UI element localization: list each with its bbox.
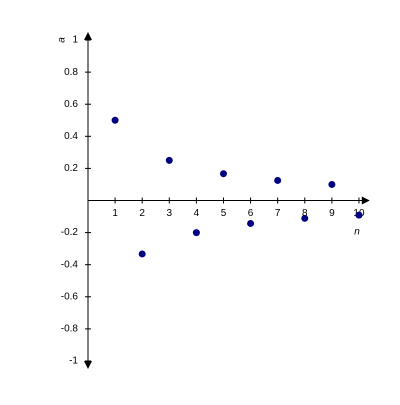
data-point (355, 211, 363, 219)
x-tick-label: 3 (167, 208, 173, 219)
y-tick-label: 0.6 (64, 99, 78, 110)
data-point (219, 170, 227, 178)
x-tick-label: 2 (139, 208, 145, 219)
y-tick-label: -0.2 (61, 227, 79, 238)
data-point (192, 229, 200, 237)
y-tick-label: 0.8 (64, 67, 78, 78)
x-tick-label: 7 (275, 208, 281, 219)
y-tick-label: -0.8 (61, 324, 79, 335)
data-point (165, 156, 173, 164)
data-point (328, 180, 336, 188)
y-tick-label: 0.2 (64, 163, 78, 174)
x-tick-label: 6 (248, 208, 254, 219)
y-tick-label: 0.4 (64, 131, 78, 142)
y-axis-arrow (84, 361, 92, 369)
x-tick-label: 8 (302, 208, 308, 219)
y-tick-label: -0.4 (61, 259, 79, 270)
data-point (111, 116, 119, 124)
y-axis-label: a (57, 37, 68, 43)
y-tick-label: -0.6 (61, 291, 79, 302)
x-tick-label: 9 (329, 208, 335, 219)
data-point (138, 250, 146, 258)
x-tick-label: 1 (112, 208, 118, 219)
x-tick-label: 4 (194, 208, 200, 219)
x-axis-arrow (361, 196, 370, 205)
y-tick-label: -1 (69, 356, 78, 367)
data-point (274, 176, 282, 184)
data-point (301, 214, 309, 222)
y-tick-label: 1 (72, 35, 78, 46)
x-tick-label: 5 (221, 208, 227, 219)
data-point (247, 219, 255, 227)
y-axis-arrow (84, 32, 92, 40)
x-axis-label: n (354, 227, 360, 238)
